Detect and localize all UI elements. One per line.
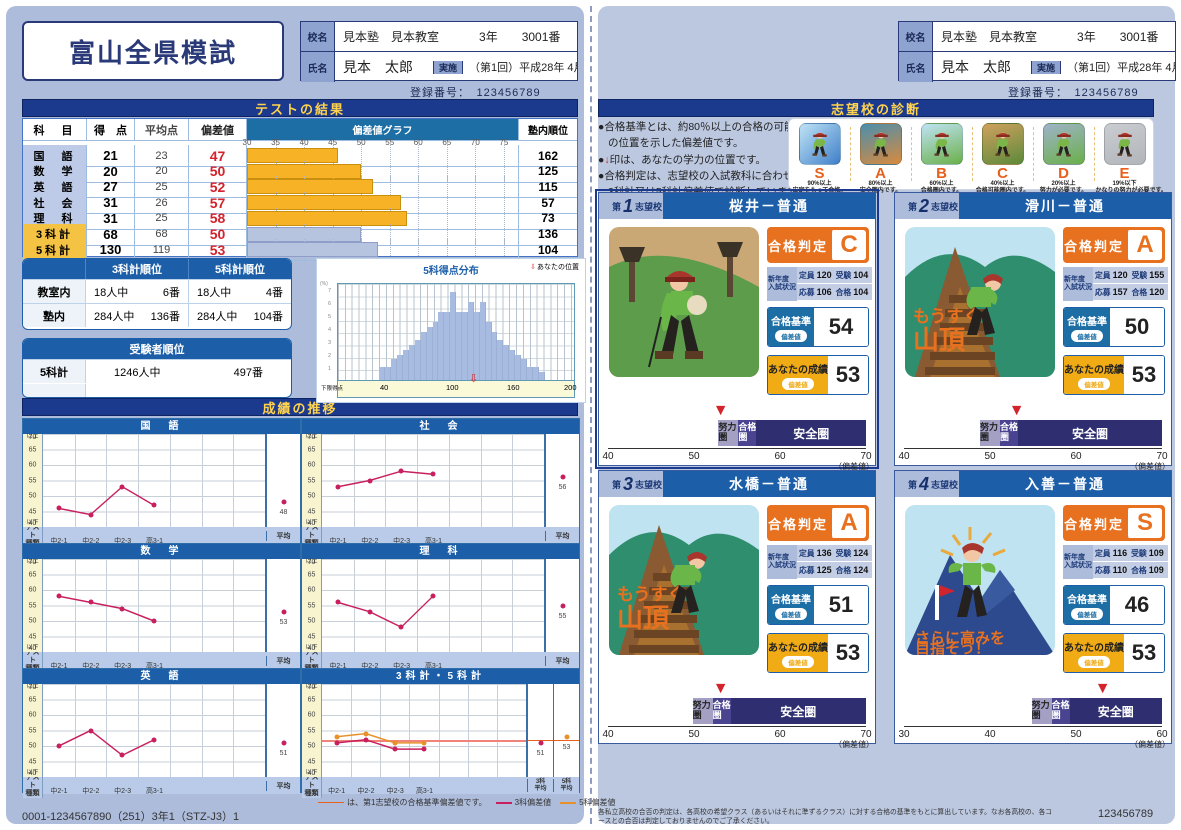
svg-text:もうすぐ: もうすぐ (617, 585, 685, 604)
svg-text:山頂: 山頂 (913, 325, 966, 355)
svg-text:目指そう！: 目指そう！ (915, 639, 990, 655)
svg-text:もうすぐ: もうすぐ (913, 307, 981, 326)
svg-text:山頂: 山頂 (617, 603, 670, 633)
